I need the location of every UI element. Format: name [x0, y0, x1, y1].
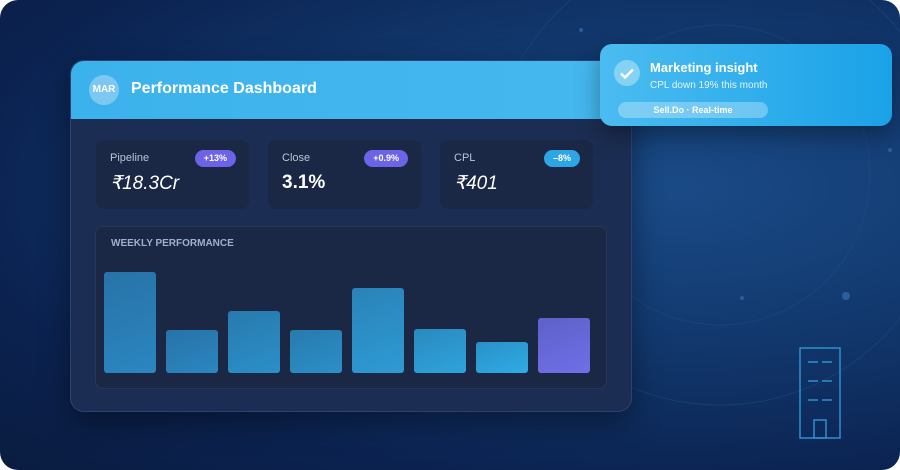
kpi-change: –8%	[543, 150, 580, 167]
kpi-label: Close	[282, 152, 311, 164]
card-header: MAR Performance Dashboard	[71, 61, 631, 119]
notification-title: Marketing insight	[650, 60, 758, 75]
kpi-value: ₹18.3Cr	[110, 173, 180, 194]
bar	[476, 342, 528, 373]
month-badge: MAR	[89, 75, 119, 105]
kpi-change: +13%	[194, 150, 236, 167]
dashboard-title: Performance Dashboard	[131, 80, 317, 97]
notification-tag: Sell.Do · Real-time	[618, 102, 768, 118]
kpi-card: Close 3.1% +0.9%	[268, 140, 421, 209]
kpi-label: CPL	[454, 152, 476, 164]
bar	[290, 330, 342, 373]
bar	[414, 329, 466, 373]
kpi-value: 3.1%	[282, 172, 326, 193]
chart-title: WEEKLY PERFORMANCE	[111, 238, 234, 249]
bar	[228, 311, 280, 373]
dashboard-card: MAR Performance Dashboard WEEKLY PERFORM…	[70, 60, 632, 412]
chart-panel: WEEKLY PERFORMANCE	[95, 226, 607, 389]
bar	[166, 330, 218, 373]
kpi-change: +0.9%	[364, 150, 408, 167]
kpi-card: CPL ₹401 –8%	[440, 140, 593, 209]
kpi-label: Pipeline	[110, 152, 150, 164]
bar	[538, 318, 590, 373]
kpi-value: ₹401	[454, 173, 498, 194]
notification[interactable]: Marketing insight CPL down 19% this mont…	[600, 44, 892, 126]
bar	[104, 272, 156, 373]
kpi-card: Pipeline ₹18.3Cr +13%	[96, 140, 249, 209]
check-icon	[614, 60, 640, 86]
bar	[352, 288, 404, 373]
notification-text: CPL down 19% this month	[650, 80, 768, 91]
